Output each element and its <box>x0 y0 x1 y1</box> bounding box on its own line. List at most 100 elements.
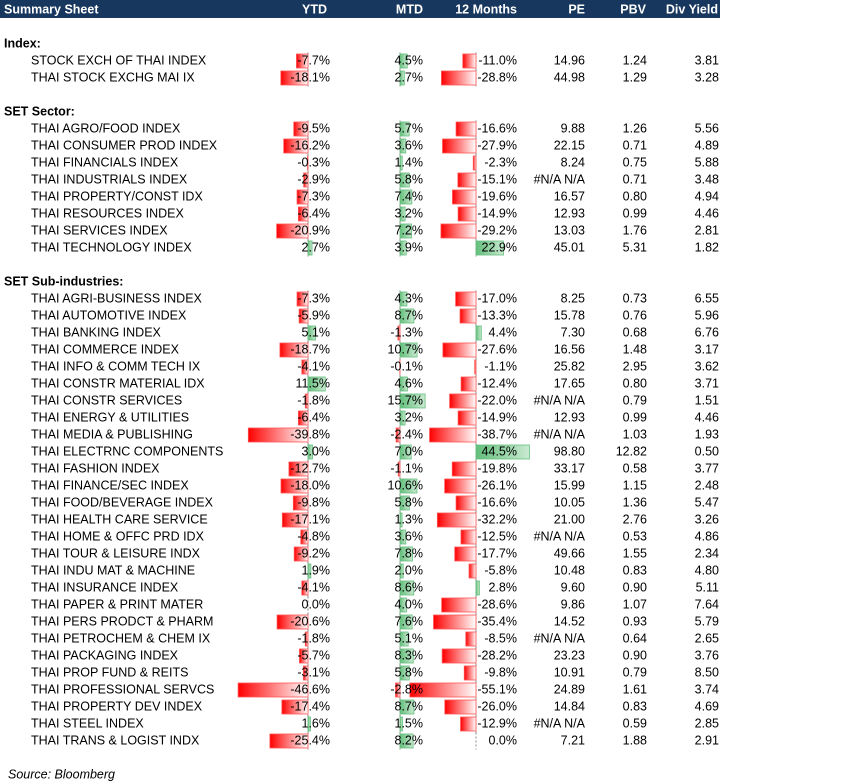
cell-value: -25.4% <box>290 733 330 747</box>
cell-value: 8.7% <box>395 699 424 713</box>
cell-value: 1.88 <box>623 733 647 747</box>
source-note: Source: Bloomberg <box>8 767 115 781</box>
cell-value: 7.21 <box>561 733 585 747</box>
cell-value: -17.0% <box>477 291 517 305</box>
cell-value: -46.6% <box>290 682 330 696</box>
cell-value: -14.9% <box>477 206 517 220</box>
cell-value: 7.2% <box>395 223 424 237</box>
positive-bar <box>399 699 415 715</box>
negative-bar <box>280 478 309 494</box>
row-name: THAI CONSUMER PROD INDEX <box>31 138 218 152</box>
positive-bar <box>399 444 412 460</box>
cell-value: 5.1% <box>395 631 424 645</box>
cell-value: -16.2% <box>290 138 330 152</box>
negative-bar <box>280 70 309 86</box>
positive-bar <box>399 138 407 154</box>
cell-value: 0.79 <box>623 665 647 679</box>
cell-value: -9.2% <box>297 546 330 560</box>
negative-bar <box>462 53 477 69</box>
row-name: THAI AUTOMOTIVE INDEX <box>31 308 187 322</box>
negative-bar <box>397 325 401 341</box>
cell-value: -2.9% <box>297 172 330 186</box>
negative-bar <box>441 597 477 613</box>
positive-bar <box>399 206 406 222</box>
cell-value: 10.91 <box>554 665 585 679</box>
negative-bar <box>304 393 309 409</box>
negative-bar <box>451 461 477 477</box>
cell-value: 1.26 <box>623 121 647 135</box>
cell-value: 8.24 <box>561 155 585 169</box>
cell-value: -8.5% <box>484 631 517 645</box>
cell-value: 0.80 <box>623 376 647 390</box>
cell-value: 3.77 <box>695 461 719 475</box>
cell-value: 7.30 <box>561 325 585 339</box>
cell-value: -17.7% <box>477 546 517 560</box>
cell-value: -18.0% <box>290 478 330 492</box>
cell-value: 0.59 <box>623 716 647 730</box>
negative-bar <box>302 665 309 681</box>
cell-value: 4.3% <box>395 291 424 305</box>
cell-value: 4.80 <box>695 563 719 577</box>
cell-value: -1.1% <box>390 461 423 475</box>
row-name: THAI PETROCHEM & CHEM IX <box>31 631 211 645</box>
cell-value: 1.24 <box>623 53 647 67</box>
cell-value: -7.3% <box>297 189 330 203</box>
negative-bar <box>465 631 477 647</box>
cell-value: 12.93 <box>554 206 585 220</box>
cell-value: 0.75 <box>623 155 647 169</box>
cell-value: -5.8% <box>484 563 517 577</box>
cell-value: -1.8% <box>297 393 330 407</box>
cell-value: -1.1% <box>484 359 517 373</box>
cell-value: 2.34 <box>695 546 719 560</box>
row-name: THAI FOOD/BEVERAGE INDEX <box>31 495 214 509</box>
negative-bar <box>436 512 477 528</box>
positive-bar <box>399 308 415 324</box>
cell-value: 9.86 <box>561 597 585 611</box>
row-name: THAI INSURANCE INDEX <box>31 580 179 594</box>
negative-bar <box>444 699 477 715</box>
cell-value: 1.03 <box>623 427 647 441</box>
cell-value: 0.99 <box>623 410 647 424</box>
cell-value: 8.50 <box>695 665 719 679</box>
cell-value: -39.8% <box>290 427 330 441</box>
cell-value: 0.80 <box>623 189 647 203</box>
row-name: THAI PROP FUND & REITS <box>31 665 188 679</box>
negative-bar <box>397 461 401 477</box>
cell-value: 4.5% <box>395 53 424 67</box>
negative-bar <box>276 223 309 239</box>
row-name: THAI RESOURCES INDEX <box>31 206 184 220</box>
cell-value: 3.17 <box>695 342 719 356</box>
cell-value: 0.90 <box>623 580 647 594</box>
positive-bar <box>399 665 410 681</box>
cell-value: 0.58 <box>623 461 647 475</box>
positive-bar <box>399 580 415 596</box>
cell-value: 1.29 <box>623 70 647 84</box>
positive-bar <box>399 410 406 426</box>
negative-bar <box>457 172 477 188</box>
positive-bar <box>399 393 426 409</box>
positive-bar <box>307 444 313 460</box>
cell-value: -12.7% <box>290 461 330 475</box>
header-title: Summary Sheet <box>4 2 99 16</box>
row-name: THAI PAPER & PRINT MATER <box>31 597 203 611</box>
cell-value: 1.15 <box>623 478 647 492</box>
cell-value: 3.48 <box>695 172 719 186</box>
cell-value: -6.4% <box>297 206 330 220</box>
cell-value: 3.6% <box>395 529 424 543</box>
cell-value: 10.48 <box>554 563 585 577</box>
negative-bar <box>452 189 477 205</box>
negative-bar <box>237 682 309 698</box>
negative-bar <box>293 546 309 562</box>
cell-value: 1.51 <box>695 393 719 407</box>
cell-value: 1.4% <box>395 155 424 169</box>
negative-bar <box>299 648 309 664</box>
negative-bar <box>300 529 309 545</box>
positive-bar <box>399 478 418 494</box>
positive-bar <box>307 325 317 341</box>
cell-value: -28.2% <box>477 648 517 662</box>
cell-value: 2.65 <box>695 631 719 645</box>
negative-bar <box>247 427 309 443</box>
cell-value: 22.9% <box>482 240 517 254</box>
negative-bar <box>281 512 309 528</box>
cell-value: 3.2% <box>395 206 424 220</box>
